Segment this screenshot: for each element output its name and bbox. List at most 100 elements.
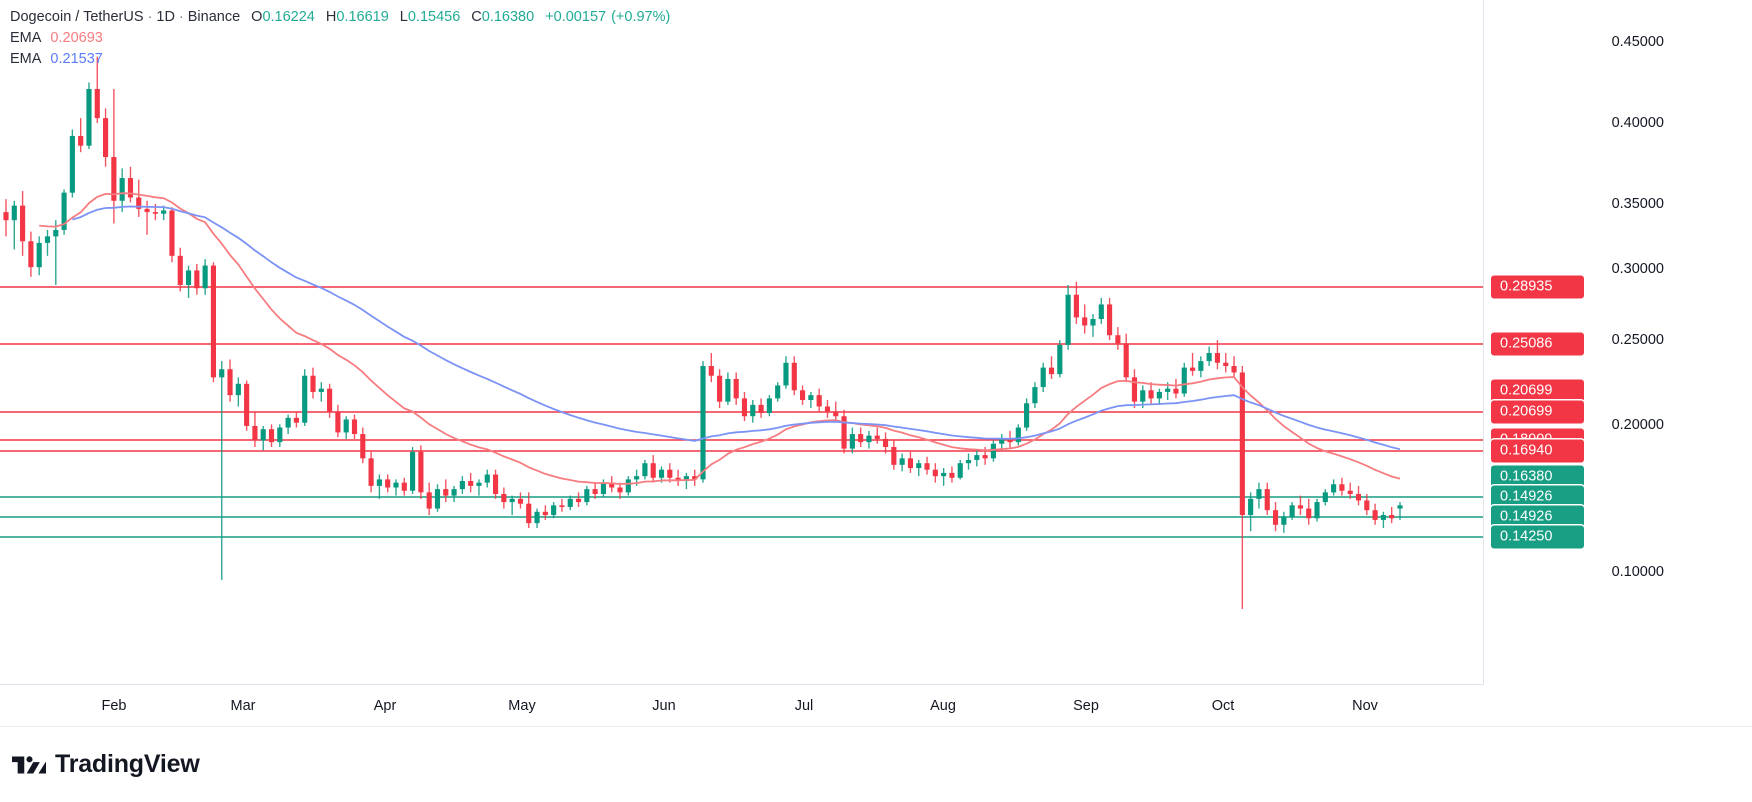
candle-body [219, 369, 225, 378]
candle-body [36, 242, 42, 268]
candle-body [932, 469, 938, 477]
candle-body [899, 458, 905, 465]
candle-body [567, 498, 573, 507]
ema-slow-label: EMA [10, 51, 42, 67]
candle-body [866, 435, 872, 443]
price-level-badge[interactable]: 0.16380 [1491, 465, 1584, 489]
candle-body [1397, 505, 1403, 509]
candle-body [1331, 484, 1337, 493]
candle-body [1339, 484, 1345, 491]
candle-body [393, 482, 399, 488]
time-axis-tick: Jul [794, 698, 814, 714]
candle-body [1123, 343, 1129, 378]
chart-plot-area[interactable] [0, 0, 1484, 685]
ema-fast-label: EMA [10, 30, 42, 46]
candle-body [260, 429, 266, 441]
candle-body [592, 489, 598, 494]
candle-body [683, 476, 689, 482]
candle-body [1264, 489, 1270, 511]
candle-body [277, 427, 283, 443]
legend-ema-fast-row[interactable]: EMA 0.20693 [10, 29, 670, 48]
price-axis-tick: 0.35000 [1611, 196, 1664, 212]
candle-body [111, 157, 117, 201]
candle-body [20, 205, 26, 242]
candle-body [1272, 510, 1279, 525]
candle-body [891, 447, 897, 465]
candle-body [642, 463, 648, 477]
candle-body [136, 197, 142, 209]
candle-body [758, 404, 764, 413]
candle-body [227, 369, 233, 396]
candle-body [202, 265, 208, 289]
candle-body [1206, 353, 1212, 362]
candle-body [1281, 516, 1287, 525]
time-scale[interactable]: Feb Mar Apr May Jun Jul Aug Sep Oct Nov [0, 686, 1484, 726]
candle-body [1156, 391, 1162, 399]
symbol-name[interactable]: Dogecoin / TetherUS [10, 9, 144, 25]
candle-body [385, 479, 391, 488]
price-level-badge[interactable]: 0.28935 [1491, 275, 1584, 299]
candle-body [551, 505, 557, 516]
candle-body [700, 366, 706, 480]
candle-body [526, 503, 532, 524]
exchange-label[interactable]: Binance [187, 9, 241, 25]
price-level-badge[interactable]: 0.16940 [1491, 439, 1584, 463]
price-axis-tick: 0.10000 [1611, 564, 1664, 580]
legend-symbol-row[interactable]: Dogecoin / TetherUS · 1D · Binance O0.16… [10, 8, 670, 27]
price-axis-tick: 0.40000 [1611, 115, 1664, 131]
ema-fast-value: 0.20693 [50, 30, 103, 46]
candle-body [667, 469, 673, 478]
price-level-badge[interactable]: 0.14250 [1491, 525, 1584, 549]
candle-body [53, 229, 59, 237]
candle-body [1239, 372, 1245, 516]
tradingview-mark-icon [12, 755, 46, 773]
interval-label[interactable]: 1D [156, 9, 175, 25]
candle-body [999, 438, 1005, 444]
candle-body [368, 458, 374, 486]
candle-body [144, 208, 150, 213]
candle-body [1364, 500, 1370, 511]
candle-body [1148, 390, 1154, 399]
candle-body [990, 443, 996, 459]
candle-body [44, 236, 51, 243]
candle-body [443, 489, 449, 496]
candle-body [1115, 335, 1121, 344]
candle-body [1024, 403, 1030, 428]
candle-body [194, 270, 200, 289]
candle-body [476, 482, 482, 486]
ohlc-open: O0.16224 [251, 9, 315, 25]
candle-body [1297, 505, 1304, 509]
candle-body [982, 455, 988, 459]
price-level-badge[interactable]: 0.14926 [1491, 505, 1584, 529]
candle-body [210, 265, 217, 378]
tradingview-logo[interactable]: TradingView [12, 750, 200, 779]
candle-body [484, 474, 490, 483]
price-scale[interactable]: 0.45000 0.40000 0.35000 0.30000 0.25000 0.200… [1485, 0, 1752, 685]
candle-body [1131, 377, 1138, 402]
candle-body [1322, 492, 1328, 503]
candle-body [575, 498, 582, 503]
candle-body [1389, 515, 1395, 519]
candle-body [1165, 388, 1171, 392]
candle-body [858, 434, 864, 443]
candle-body [658, 469, 665, 478]
candle-body [617, 487, 623, 493]
ema-slow-value: 0.21537 [50, 51, 103, 67]
candle-body [185, 270, 192, 285]
candle-body [492, 474, 499, 494]
candle-body [11, 205, 17, 221]
candle-body [61, 192, 67, 230]
price-level-badge[interactable]: 0.14926 [1491, 485, 1584, 509]
candle-body [1355, 493, 1362, 501]
legend-ema-slow-row[interactable]: EMA 0.21537 [10, 50, 670, 69]
candle-body [468, 481, 474, 486]
candle-body [791, 362, 797, 391]
price-level-badge[interactable]: 0.20699 [1491, 379, 1584, 403]
candle-body [833, 411, 839, 417]
price-level-badge[interactable]: 0.20699 [1491, 400, 1584, 424]
candle-body [310, 375, 316, 392]
tradingview-wordmark: TradingView [55, 750, 200, 778]
candle-body [783, 362, 789, 386]
price-level-badge[interactable]: 0.25086 [1491, 332, 1584, 356]
candle-body [600, 482, 607, 494]
